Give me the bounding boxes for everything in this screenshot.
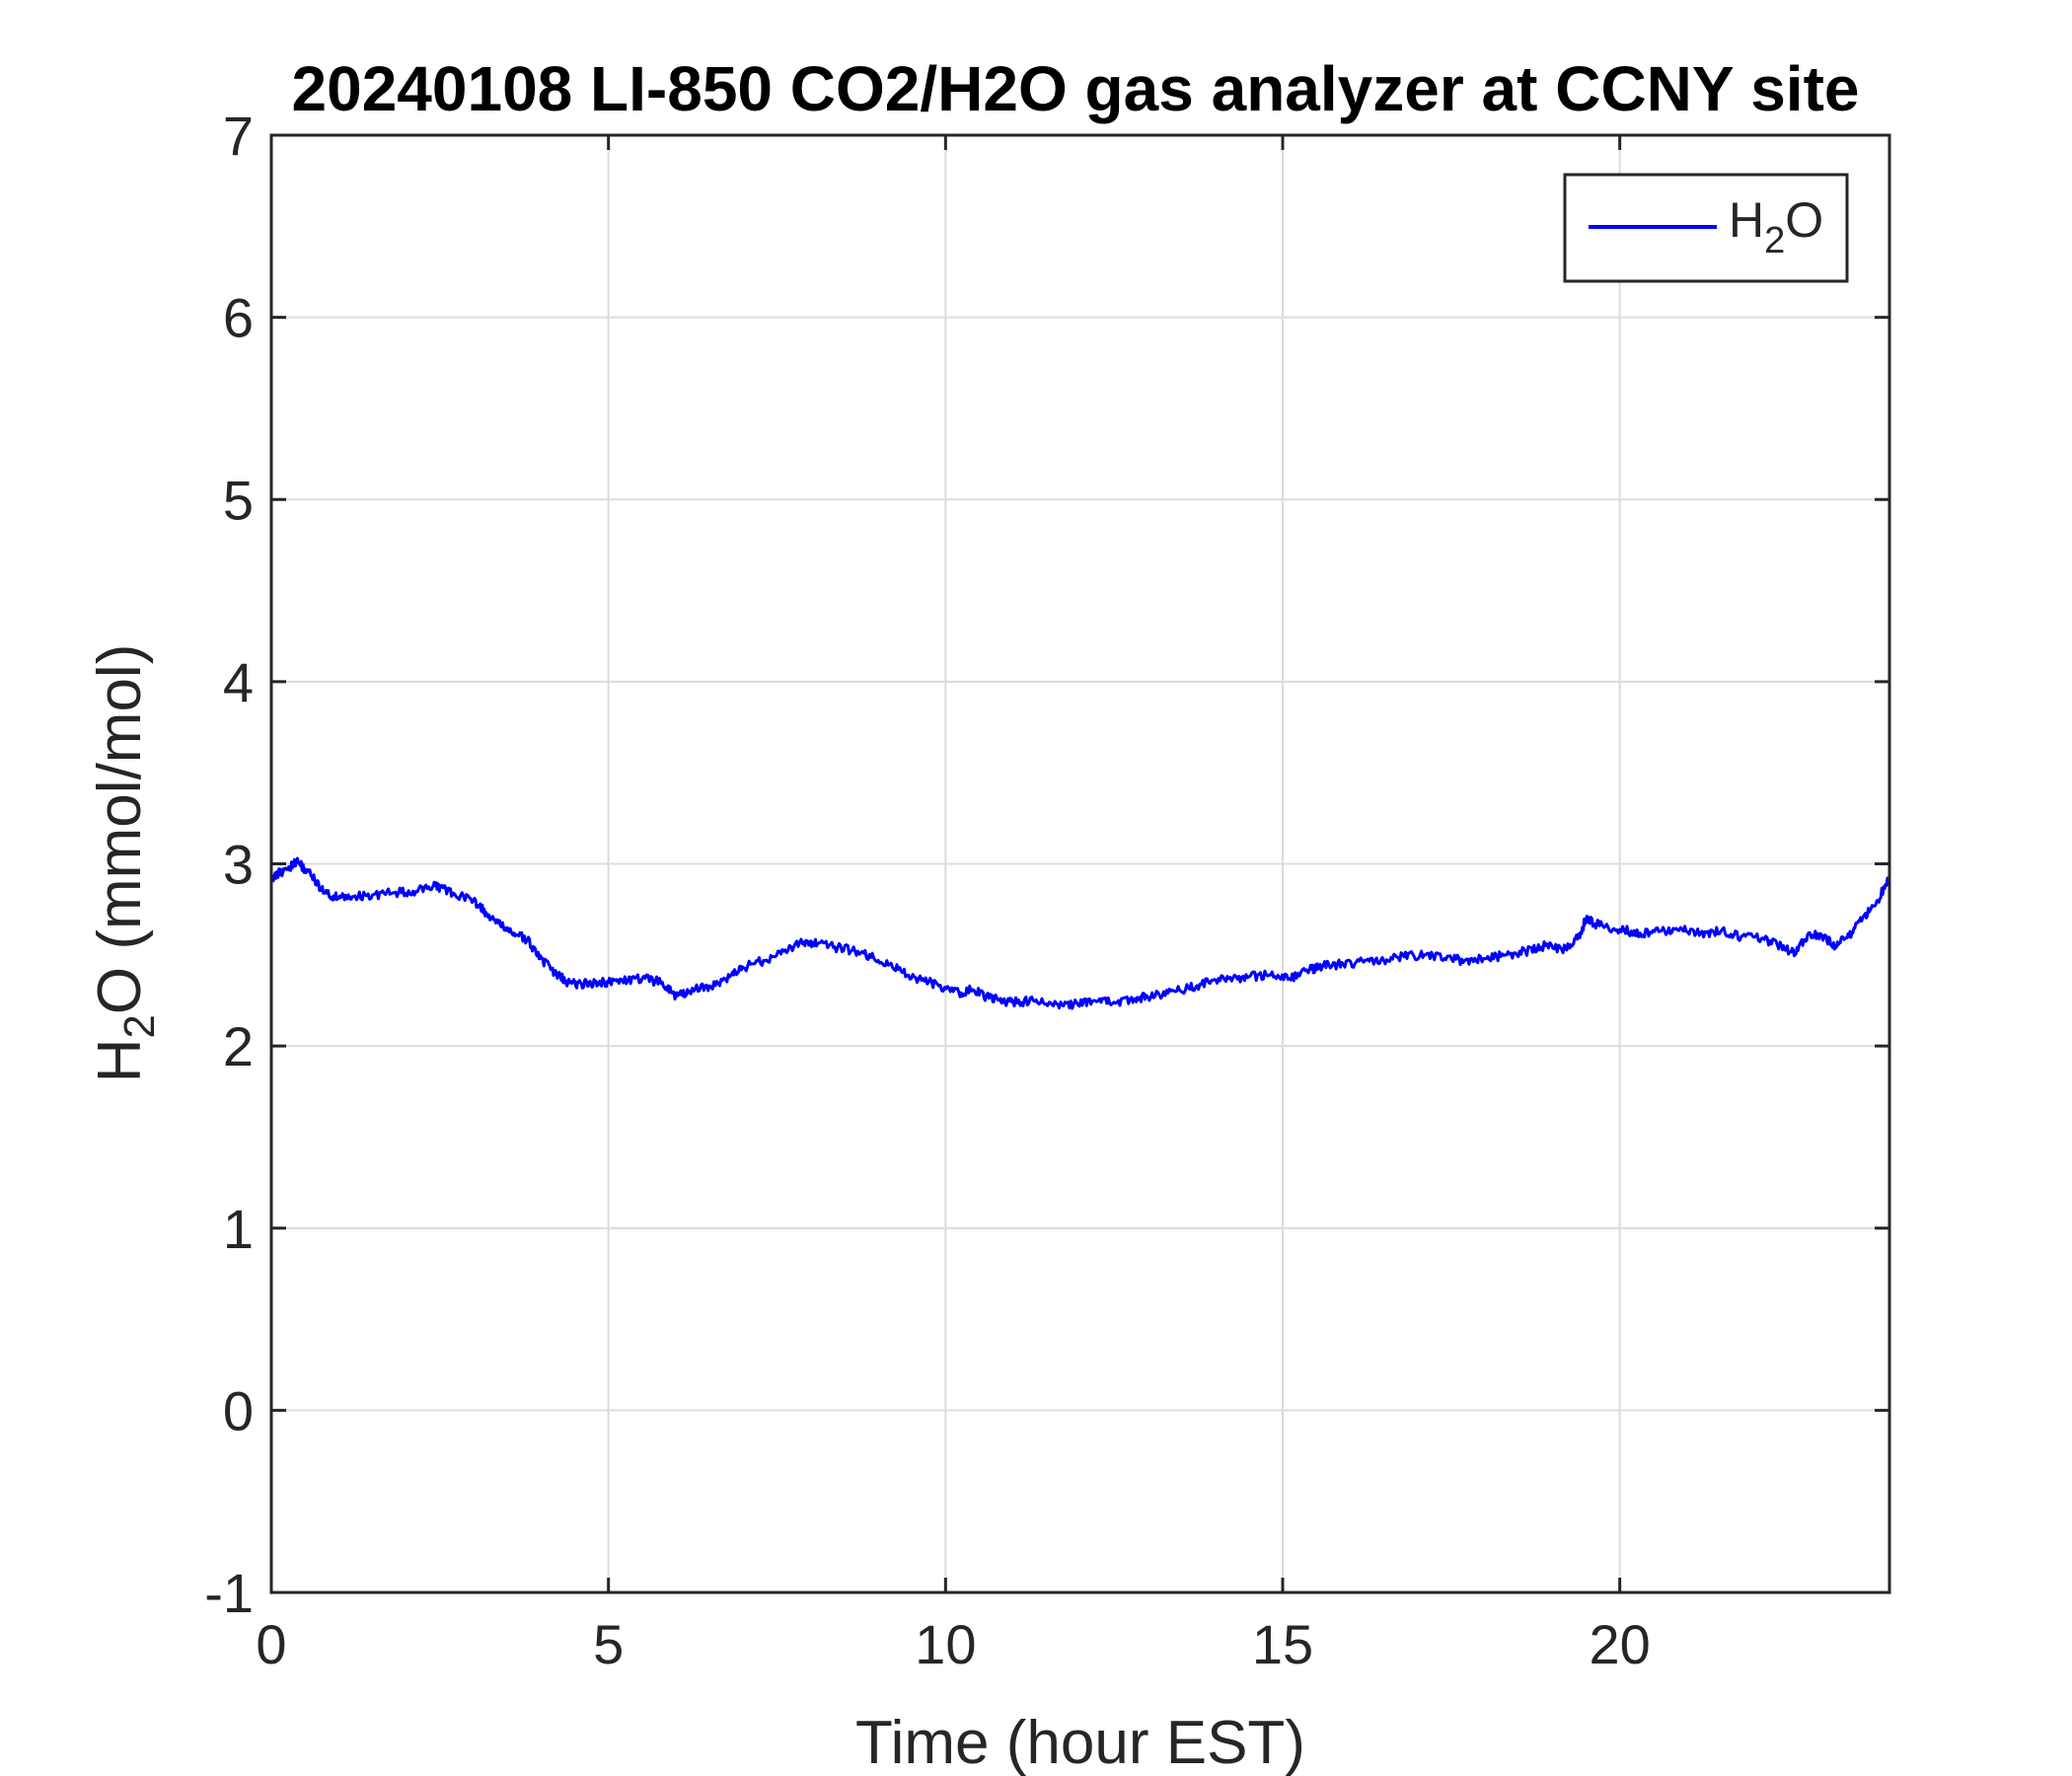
x-tick-label: 15 bbox=[1252, 1613, 1313, 1675]
plot-frame bbox=[269, 133, 1891, 1594]
y-tick-label: 4 bbox=[223, 651, 254, 713]
legend-entry-label: H2O bbox=[1729, 192, 1823, 261]
y-axis-label: H2O (mmol/mol) bbox=[86, 644, 164, 1083]
y-tick-label: 0 bbox=[223, 1379, 254, 1442]
x-tick-label: 10 bbox=[915, 1613, 976, 1675]
y-tick-label: 6 bbox=[223, 287, 254, 349]
y-tick-label: 1 bbox=[223, 1198, 254, 1260]
y-axis-label-rest: O (mmol/mol) bbox=[86, 644, 154, 1014]
y-axis-label-main: H bbox=[86, 1039, 154, 1083]
grid-lines bbox=[271, 135, 1889, 1592]
h2o-series-line bbox=[269, 856, 1891, 1010]
y-tick-label: 2 bbox=[223, 1015, 254, 1077]
y-axis-label-subscript: 2 bbox=[115, 1014, 164, 1038]
legend-label-main: H bbox=[1729, 192, 1764, 248]
x-tick-label: 0 bbox=[256, 1613, 286, 1675]
x-tick-label: 20 bbox=[1590, 1613, 1651, 1675]
legend-label-subscript: 2 bbox=[1764, 220, 1785, 261]
x-tick-label: 5 bbox=[593, 1613, 624, 1675]
y-tick-label: 5 bbox=[223, 469, 254, 531]
legend-label-rest: O bbox=[1785, 192, 1823, 248]
y-tick-label: 3 bbox=[223, 834, 254, 896]
legend: H2O bbox=[1563, 173, 1849, 283]
y-tick-label: -1 bbox=[204, 1562, 254, 1624]
y-tick-label: 7 bbox=[223, 105, 254, 167]
x-axis-label: Time (hour EST) bbox=[855, 1709, 1305, 1776]
series-group bbox=[269, 856, 1891, 1010]
chart-title: 20240108 LI-850 CO2/H2O gas analyzer at … bbox=[292, 53, 1860, 124]
